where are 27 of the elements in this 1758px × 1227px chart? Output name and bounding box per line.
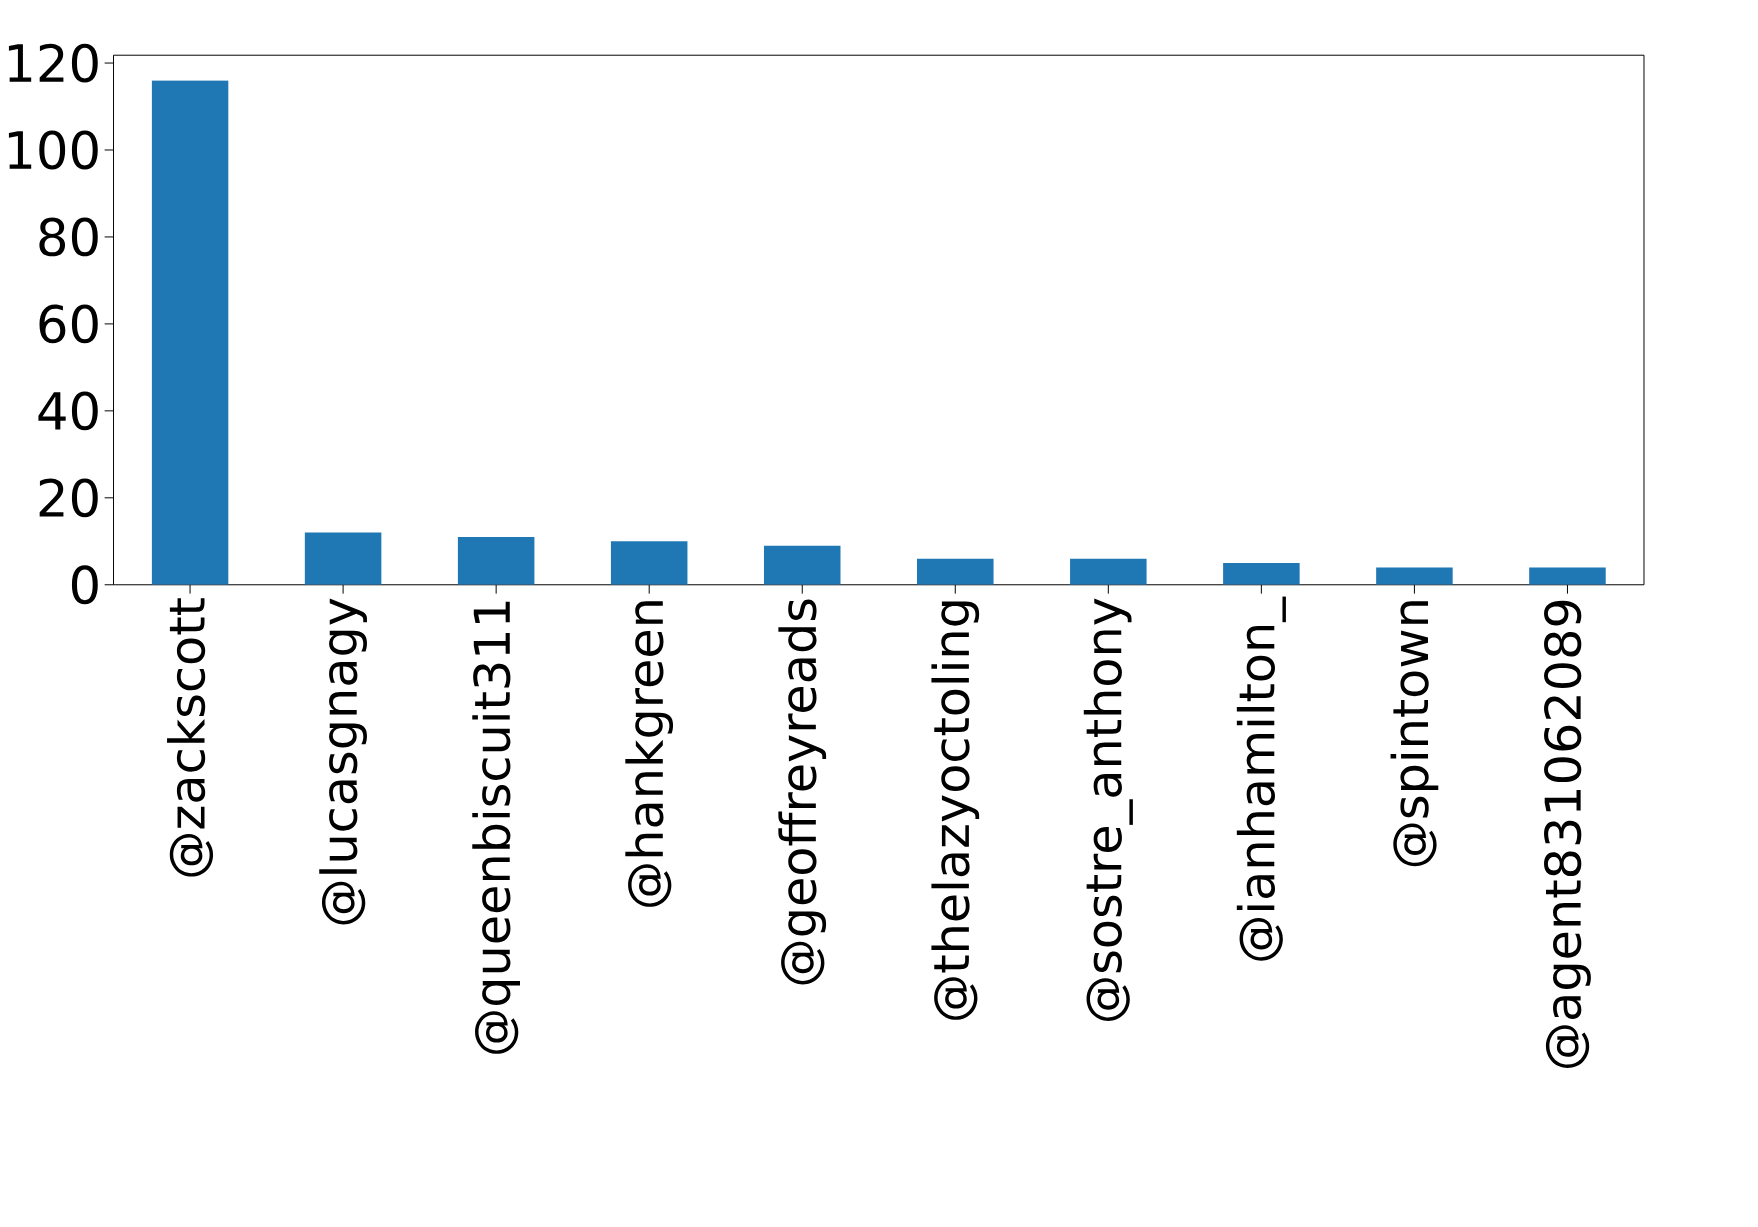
y-tick-label: 60: [39, 304, 98, 344]
bar: [457, 537, 535, 585]
bar: [917, 558, 994, 585]
x-tick-label: @hankgreen: [625, 601, 674, 907]
bar: [1223, 563, 1300, 585]
y-tick-label: 80: [39, 217, 98, 257]
x-tick-label: @zackscott: [167, 598, 214, 877]
x-tick-label: @lucasgnagy: [319, 598, 367, 925]
bar: [763, 545, 841, 585]
x-tick-label: @geoffreyreads: [778, 599, 827, 985]
x-tick-label: @spintown: [1390, 601, 1439, 867]
bar: [610, 541, 688, 585]
y-tick-label: 20: [39, 478, 98, 518]
y-tick-label: 40: [38, 391, 98, 431]
y-tick-label: 120: [8, 43, 98, 83]
bar: [1070, 558, 1147, 585]
x-tick-label: @ianhamilton_: [1236, 596, 1286, 961]
x-tick-label: @agent831062089: [1544, 600, 1591, 1069]
x-tick-label: @thelazyoctoling: [931, 601, 980, 1020]
x-tick-label: @sostre_anthony: [1083, 598, 1133, 1022]
y-tick-label: 100: [8, 130, 98, 170]
bar: [1529, 567, 1606, 585]
y-tick-label: 0: [71, 565, 98, 605]
x-tick-label: @queenbiscuit311: [472, 601, 520, 1054]
bar: [151, 80, 229, 585]
bar: [304, 532, 382, 585]
bar: [1376, 567, 1453, 585]
